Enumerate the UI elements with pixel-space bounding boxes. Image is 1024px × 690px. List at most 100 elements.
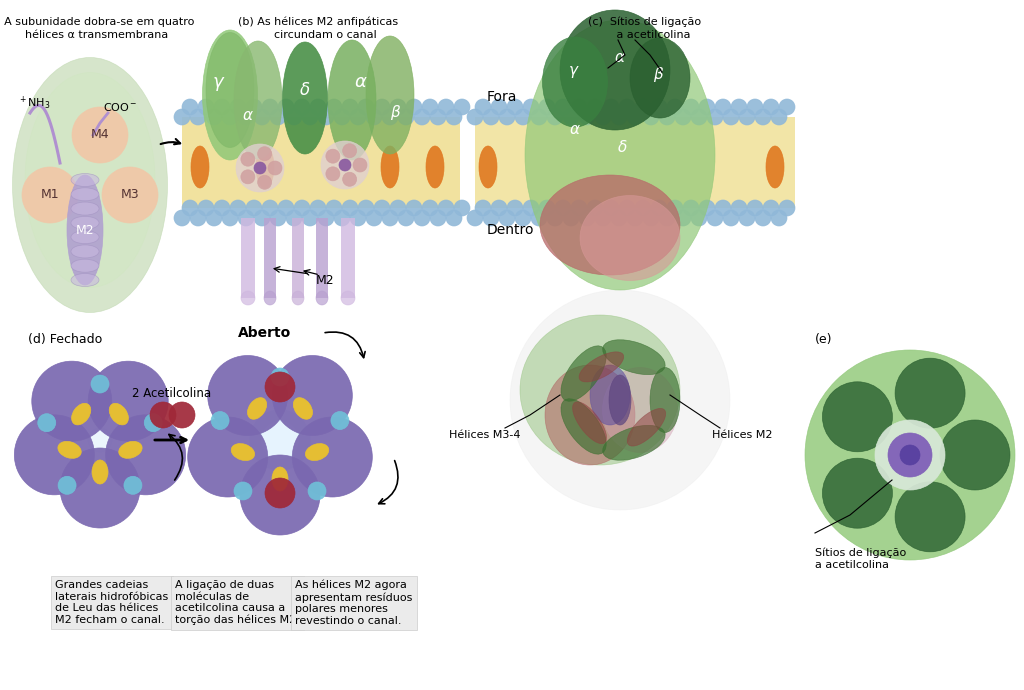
- Circle shape: [169, 402, 195, 428]
- Text: 2 Acetilcolina: 2 Acetilcolina: [132, 387, 212, 400]
- Circle shape: [286, 210, 302, 226]
- Circle shape: [579, 210, 595, 226]
- Bar: [182, 117, 460, 208]
- Circle shape: [326, 149, 340, 163]
- Text: A ligação de duas
moléculas de
acetilcolina causa a
torção das hélices M2.: A ligação de duas moléculas de acetilcol…: [175, 580, 300, 625]
- Circle shape: [595, 210, 611, 226]
- Circle shape: [523, 200, 539, 216]
- Circle shape: [940, 420, 1010, 490]
- Circle shape: [643, 210, 659, 226]
- Circle shape: [374, 200, 390, 216]
- Ellipse shape: [426, 146, 444, 188]
- Ellipse shape: [71, 188, 99, 201]
- Circle shape: [14, 415, 94, 495]
- Circle shape: [182, 99, 198, 115]
- Ellipse shape: [543, 37, 607, 127]
- Circle shape: [198, 99, 214, 115]
- Circle shape: [206, 109, 222, 125]
- Ellipse shape: [766, 146, 784, 188]
- Circle shape: [331, 411, 349, 430]
- Ellipse shape: [71, 217, 99, 229]
- Circle shape: [667, 200, 683, 216]
- Circle shape: [563, 210, 579, 226]
- Circle shape: [294, 99, 310, 115]
- Circle shape: [238, 210, 254, 226]
- Circle shape: [32, 361, 112, 441]
- Ellipse shape: [203, 30, 257, 160]
- Circle shape: [272, 355, 352, 435]
- Circle shape: [343, 172, 356, 186]
- Text: M4: M4: [91, 128, 110, 141]
- Circle shape: [515, 210, 531, 226]
- Circle shape: [339, 159, 351, 171]
- Circle shape: [58, 476, 76, 494]
- Circle shape: [888, 433, 932, 477]
- Circle shape: [246, 99, 262, 115]
- Circle shape: [254, 162, 266, 174]
- Circle shape: [302, 109, 318, 125]
- Ellipse shape: [272, 467, 288, 491]
- Circle shape: [406, 99, 422, 115]
- Bar: [264, 218, 276, 298]
- Text: δ: δ: [300, 81, 310, 99]
- Circle shape: [755, 210, 771, 226]
- Circle shape: [563, 109, 579, 125]
- Ellipse shape: [590, 365, 630, 425]
- Circle shape: [318, 210, 334, 226]
- Circle shape: [618, 99, 635, 115]
- Circle shape: [675, 109, 691, 125]
- Circle shape: [587, 200, 603, 216]
- Circle shape: [342, 200, 358, 216]
- Circle shape: [60, 448, 140, 528]
- Circle shape: [746, 200, 763, 216]
- Ellipse shape: [561, 399, 606, 454]
- Circle shape: [723, 210, 739, 226]
- Ellipse shape: [191, 146, 209, 188]
- Ellipse shape: [560, 10, 670, 130]
- Circle shape: [822, 382, 892, 452]
- Circle shape: [587, 99, 603, 115]
- Ellipse shape: [525, 20, 715, 290]
- Ellipse shape: [71, 273, 99, 286]
- Text: β: β: [390, 104, 400, 119]
- Ellipse shape: [366, 36, 414, 154]
- Circle shape: [250, 410, 310, 470]
- Ellipse shape: [283, 42, 328, 154]
- Circle shape: [22, 167, 78, 223]
- Text: (e): (e): [815, 333, 833, 346]
- Circle shape: [715, 99, 731, 115]
- Circle shape: [490, 99, 507, 115]
- Circle shape: [510, 290, 730, 510]
- Ellipse shape: [67, 175, 103, 285]
- Circle shape: [475, 200, 490, 216]
- Ellipse shape: [603, 339, 666, 375]
- Ellipse shape: [264, 291, 276, 305]
- Circle shape: [374, 99, 390, 115]
- Circle shape: [547, 210, 563, 226]
- Circle shape: [302, 210, 318, 226]
- Ellipse shape: [71, 173, 99, 186]
- Circle shape: [88, 428, 112, 452]
- Text: γ: γ: [213, 73, 223, 91]
- Bar: [475, 117, 795, 208]
- Text: α: α: [570, 123, 580, 137]
- Circle shape: [246, 200, 262, 216]
- Circle shape: [643, 109, 659, 125]
- Circle shape: [467, 210, 483, 226]
- Circle shape: [467, 109, 483, 125]
- Text: a acetilcolina: a acetilcolina: [599, 30, 691, 40]
- Bar: [241, 218, 255, 298]
- Circle shape: [763, 200, 779, 216]
- Circle shape: [206, 210, 222, 226]
- Circle shape: [595, 109, 611, 125]
- Text: As hélices M2 agora
apresentam resíduos
polares menores
revestindo o canal.: As hélices M2 agora apresentam resíduos …: [295, 580, 413, 626]
- Text: M1: M1: [41, 188, 59, 201]
- Circle shape: [805, 350, 1015, 560]
- Circle shape: [208, 355, 288, 435]
- Ellipse shape: [206, 32, 254, 148]
- Circle shape: [174, 210, 190, 226]
- Circle shape: [258, 175, 271, 189]
- Circle shape: [310, 200, 326, 216]
- Circle shape: [353, 158, 367, 172]
- Ellipse shape: [110, 404, 128, 425]
